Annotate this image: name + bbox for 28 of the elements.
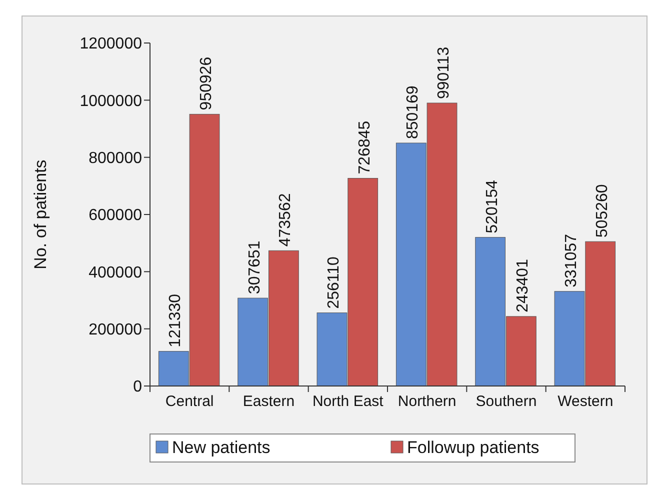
y-axis-title: No. of patients bbox=[31, 160, 50, 270]
x-tick-label: Northern bbox=[398, 393, 456, 410]
data-label: 256110 bbox=[325, 256, 342, 309]
data-label: 307651 bbox=[246, 240, 264, 294]
x-tick-label: North East bbox=[312, 393, 384, 410]
legend-label: New patients bbox=[172, 438, 270, 457]
y-tick-label: 400000 bbox=[88, 264, 142, 282]
y-tick-label: 0 bbox=[133, 378, 142, 396]
y-tick-label: 1200000 bbox=[80, 36, 142, 53]
y-tick-label: 200000 bbox=[88, 321, 142, 338]
data-label: 331057 bbox=[562, 234, 580, 288]
x-tick-label: Eastern bbox=[242, 393, 295, 410]
data-label: 850169 bbox=[404, 86, 422, 139]
data-label: 726845 bbox=[356, 120, 374, 174]
x-tick-label: Southern bbox=[476, 393, 537, 410]
y-tick-label: 1000000 bbox=[80, 92, 142, 110]
x-tick-label: Western bbox=[558, 393, 614, 410]
data-label: 121330 bbox=[167, 294, 184, 348]
data-label: 520154 bbox=[484, 180, 501, 234]
data-label: 505260 bbox=[594, 184, 611, 238]
data-label: 950926 bbox=[198, 56, 216, 110]
data-label: 990113 bbox=[436, 46, 453, 99]
x-tick-label: Central bbox=[165, 393, 214, 410]
legend-label: Followup patients bbox=[407, 438, 540, 457]
y-tick-label: 800000 bbox=[88, 150, 142, 167]
data-label: 243401 bbox=[514, 258, 532, 312]
y-tick-label: 600000 bbox=[88, 207, 142, 224]
data-label: 473562 bbox=[277, 193, 294, 247]
